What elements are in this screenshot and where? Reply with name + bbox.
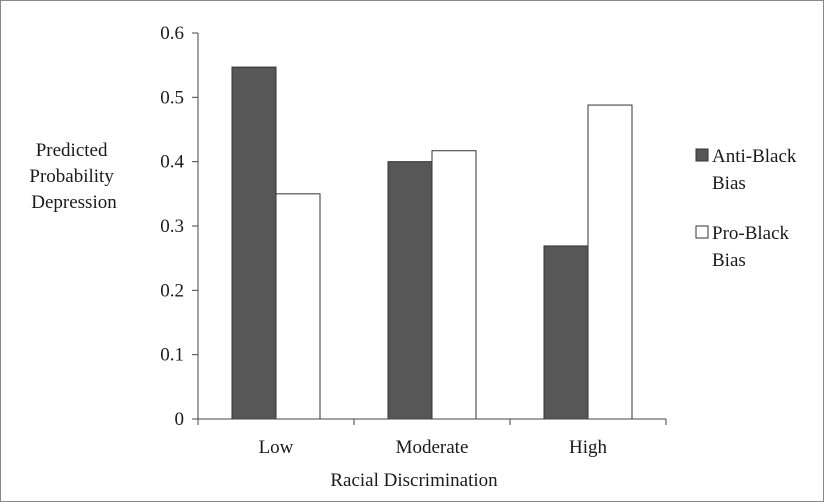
- bar-pro-black-low: [275, 193, 321, 420]
- y-tick-label: 0.3: [160, 216, 184, 237]
- x-tick-label: Low: [259, 437, 294, 458]
- legend-label-line: Bias: [712, 173, 746, 194]
- bar-anti-black-moderate: [387, 161, 433, 420]
- y-axis-label-line: Depression: [31, 192, 117, 213]
- y-tick-label: 0.5: [160, 87, 184, 108]
- bar-pro-black-high: [587, 104, 633, 420]
- legend-label-anti-black: Anti-Black Bias: [712, 146, 801, 194]
- legend-label-line: Pro-Black: [712, 223, 790, 244]
- x-ticks: Low Moderate High: [197, 419, 667, 458]
- y-ticks: 0 0.1 0.2 0.3 0.4 0.5 0.6: [160, 23, 198, 430]
- x-tick-label: Moderate: [396, 437, 469, 458]
- y-tick-label: 0.1: [160, 345, 184, 366]
- y-tick-label: 0: [175, 409, 185, 430]
- bar-anti-black-high: [543, 245, 589, 420]
- legend: Anti-Black Bias Pro-Black Bias: [695, 146, 801, 271]
- y-tick-label: 0.2: [160, 280, 184, 301]
- y-axis-label: Predicted Probability Depression: [29, 140, 118, 213]
- legend-label-pro-black: Pro-Black Bias: [712, 223, 794, 271]
- y-axis-label-line: Predicted: [36, 140, 108, 161]
- y-tick-label: 0.6: [160, 23, 184, 44]
- x-tick-label: High: [569, 437, 608, 458]
- bars-layer: [231, 66, 633, 420]
- y-axis-label-line: Probability: [29, 166, 114, 187]
- x-axis-label: Racial Discrimination: [330, 470, 498, 491]
- y-tick-label: 0.4: [160, 152, 184, 173]
- legend-label-line: Bias: [712, 250, 746, 271]
- bar-anti-black-low: [231, 66, 277, 420]
- legend-swatch-anti-black: [695, 148, 709, 162]
- legend-swatch-pro-black: [695, 225, 709, 239]
- legend-label-line: Anti-Black: [712, 146, 797, 167]
- bar-pro-black-moderate: [431, 150, 477, 420]
